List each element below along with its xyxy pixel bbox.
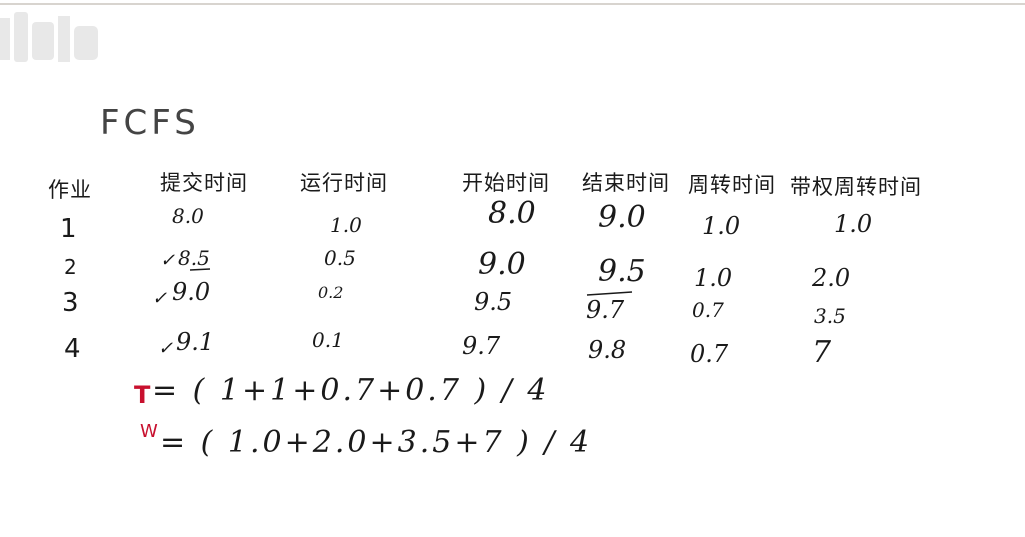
turnaround-4: 0.7 [690,340,729,368]
watermark-logo [0,12,98,62]
run-2: 0.5 [324,246,356,270]
end-3: 9.7 [586,296,625,324]
weighted-3: 3.5 [814,304,846,328]
header-submit-time: 提交时间 [160,171,248,195]
end-4: 9.8 [588,336,627,364]
underline-end-2 [586,291,633,296]
header-turnaround-time: 周转时间 [688,173,776,197]
job-id-4: 4 [64,334,81,364]
submit-2: 8.5 [178,246,210,270]
end-1: 9.0 [598,200,646,235]
header-run-time: 运行时间 [300,171,388,195]
weighted-1: 1.0 [834,210,873,238]
run-1: 1.0 [330,213,362,237]
turnaround-2: 1.0 [694,264,733,292]
w-formula: = ( 1.0+2.0+3.5+7 ) / 4 [160,425,593,460]
submit-3: 9.0 [172,278,211,306]
turnaround-3: 0.7 [692,298,724,322]
algorithm-title: FCFS [100,103,200,143]
job-id-3: 3 [62,288,79,318]
header-weighted-turnaround: 带权周转时间 [790,175,922,199]
t-formula: = ( 1+1+0.7+0.7 ) / 4 [152,373,550,408]
job-id-1: 1 [60,214,77,244]
start-2: 9.0 [478,247,526,282]
t-label: T [134,381,151,409]
check-mark-2: ✓ [160,250,176,271]
weighted-4: 7 [812,335,832,370]
submit-1: 8.0 [172,204,204,228]
header-job: 作业 [48,178,92,202]
weighted-2: 2.0 [812,264,851,292]
check-mark-4: ✓ [158,338,174,359]
header-end-time: 结束时间 [582,171,670,195]
check-mark-3: ✓ [152,288,168,309]
run-3: 0.2 [318,283,344,302]
turnaround-1: 1.0 [702,212,741,240]
start-3: 9.5 [474,288,513,316]
underline-submit-2 [189,268,211,271]
w-label: W [140,421,158,442]
start-4: 9.7 [462,332,501,360]
top-border [0,3,1025,5]
start-1: 8.0 [488,196,536,231]
end-2: 9.5 [598,254,646,289]
submit-4: 9.1 [176,328,215,356]
job-id-2: 2 [64,255,77,279]
header-start-time: 开始时间 [462,171,550,195]
run-4: 0.1 [312,328,344,352]
